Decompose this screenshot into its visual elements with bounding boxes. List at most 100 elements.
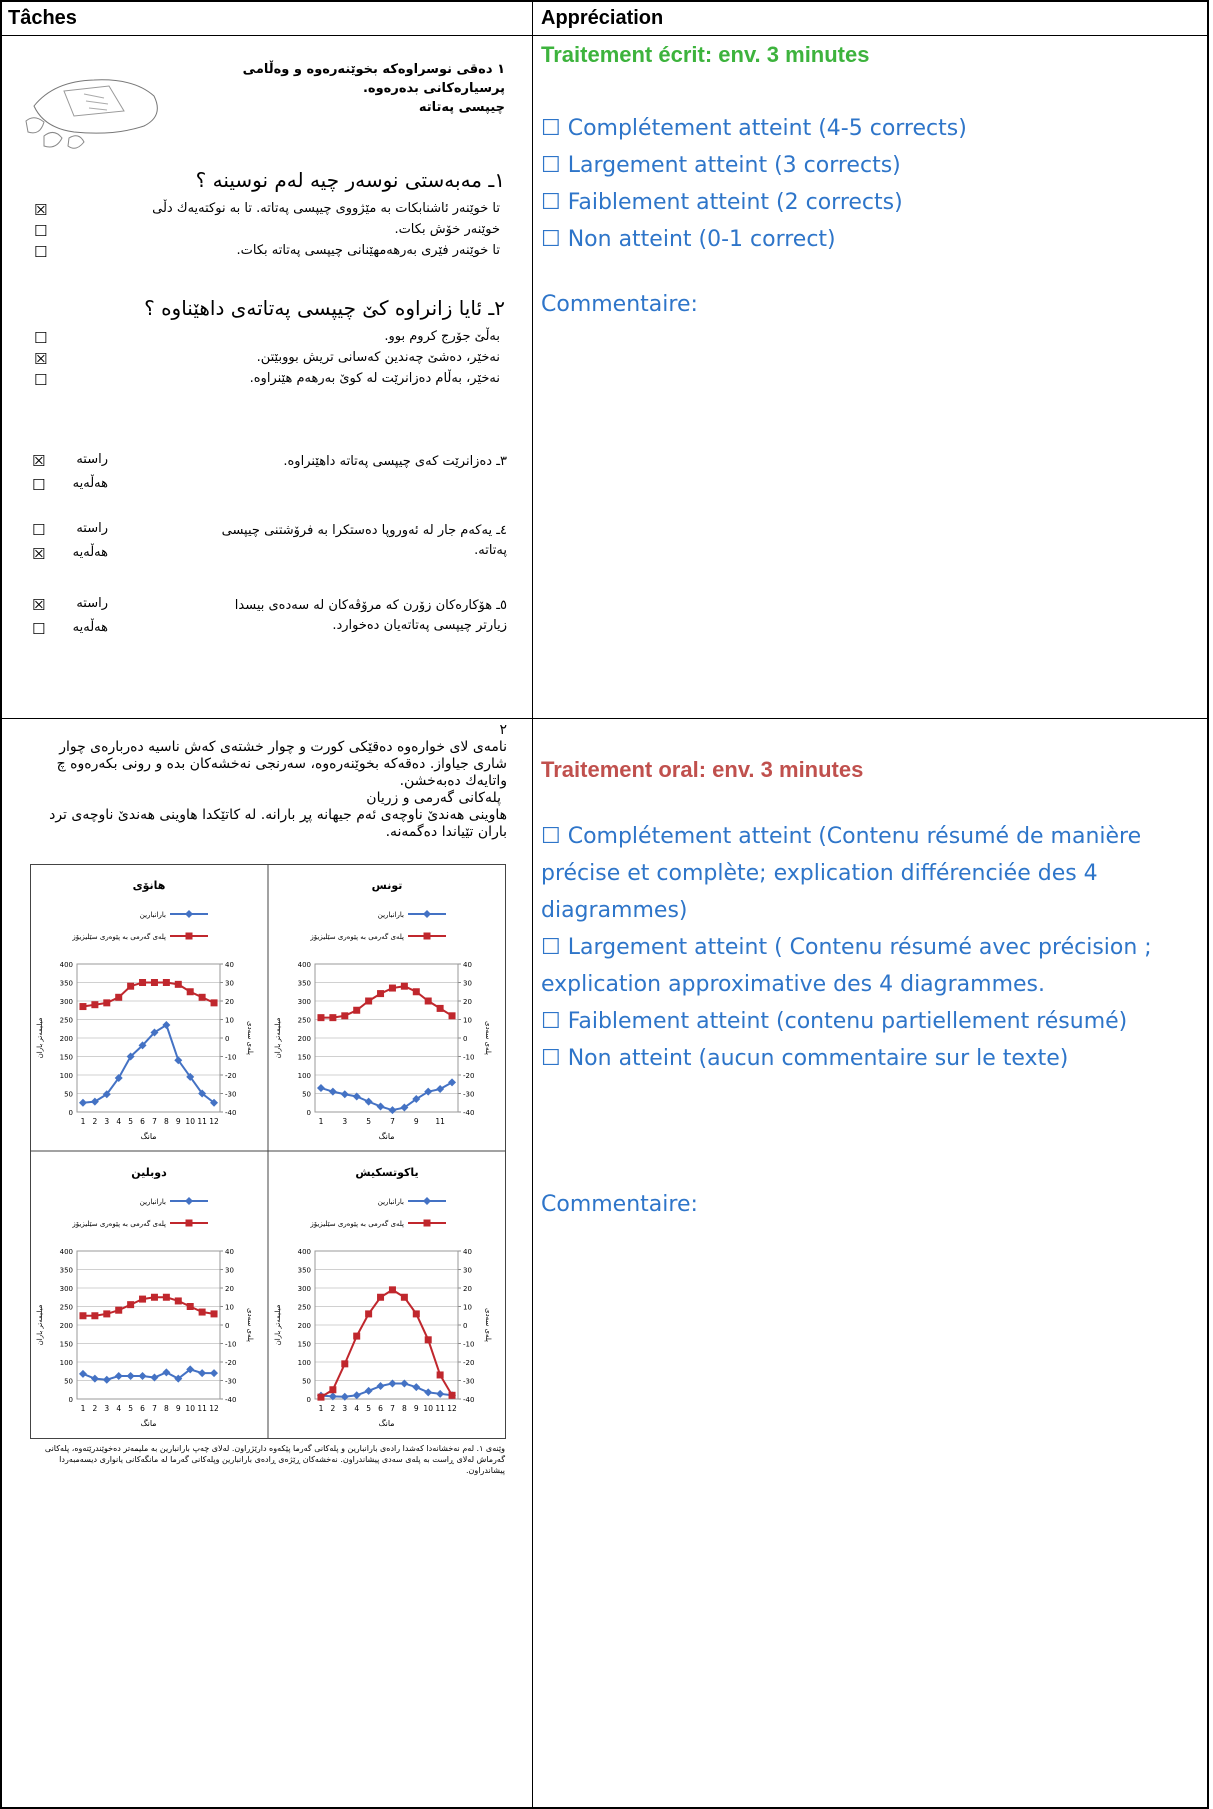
data-point — [91, 1375, 99, 1383]
data-point — [211, 999, 218, 1006]
y-tick-label: 0 — [307, 1109, 311, 1117]
y2-tick-label: 10 — [225, 1017, 234, 1025]
data-point — [353, 1333, 360, 1340]
y-tick-label: 100 — [60, 1072, 73, 1080]
y-tick-label: 300 — [60, 998, 73, 1006]
data-point — [175, 981, 182, 988]
y-axis-title: میلیمەتر باران — [274, 1304, 282, 1345]
y2-tick-label: -40 — [463, 1109, 474, 1117]
y2-axis-title: پلەی سەدی — [246, 1308, 254, 1342]
data-point — [115, 1372, 123, 1380]
y2-tick-label: 40 — [225, 1248, 234, 1256]
checkbox: ☒ — [34, 201, 47, 219]
x-tick-label: 2 — [92, 1404, 97, 1413]
x-tick-label: 12 — [447, 1404, 457, 1413]
x-tick-label: 11 — [197, 1117, 207, 1126]
data-point — [389, 1286, 396, 1293]
x-tick-label: 4 — [116, 1117, 121, 1126]
sketch-image — [14, 66, 172, 158]
statement: ٣ـ دەزانرێت کەی چیپسی پەتاتە داهێنراوە. — [215, 452, 507, 472]
y2-tick-label: 20 — [225, 1285, 234, 1293]
question: ٢ـ ئایا زانراوە کێ چیپسی پەتاتەی داهێناو… — [30, 296, 505, 320]
table-border — [0, 35, 1209, 36]
x-tick-label: 8 — [164, 1404, 169, 1413]
series-line — [321, 1383, 452, 1396]
checkbox: ☒ — [32, 452, 45, 470]
data-point — [449, 1392, 456, 1399]
x-axis-title: مانگ — [378, 1418, 394, 1428]
y-tick-label: 0 — [69, 1396, 73, 1404]
task2-text: ٢ نامەی لای خوارەوە دەقێکی کورت و چوار خ… — [22, 722, 507, 841]
data-point — [353, 1391, 361, 1399]
legend-marker — [423, 910, 431, 918]
answer-label: راستە — [56, 596, 108, 611]
legend-label: پلەی گەرمی بە پێوەری سێلیزیۆز — [309, 932, 404, 941]
data-point — [211, 1310, 218, 1317]
assessment-level: ☐ Non atteint (aucun commentaire sur le … — [541, 1040, 1206, 1077]
legend-marker — [186, 933, 193, 940]
assessment-levels: ☐ Complétement atteint (4-5 corrects)☐ L… — [541, 110, 1201, 258]
x-tick-label: 10 — [185, 1404, 195, 1413]
table-border — [532, 0, 533, 1809]
option-text: نەخێر، دەشێ چەندین کەسانی تریش بووبێتن. — [60, 350, 500, 365]
data-point — [437, 1371, 444, 1378]
x-tick-label: 5 — [366, 1117, 371, 1126]
legend-marker — [424, 933, 431, 940]
x-tick-label: 7 — [390, 1404, 395, 1413]
x-tick-label: 8 — [164, 1117, 169, 1126]
y-tick-label: 100 — [60, 1359, 73, 1367]
y2-tick-label: 20 — [463, 998, 472, 1006]
data-point — [163, 1294, 170, 1301]
y-tick-label: 250 — [60, 1017, 73, 1025]
legend-label: بارانبارین — [378, 911, 404, 919]
statement: ٥ـ هۆکارەکان زۆرن کە مرۆڤەکان لە سەدەی ب… — [215, 596, 507, 636]
x-tick-label: 8 — [402, 1404, 407, 1413]
data-point — [127, 1301, 134, 1308]
data-point — [175, 1297, 182, 1304]
data-point — [329, 1014, 336, 1021]
y-tick-label: 50 — [302, 1378, 311, 1386]
y2-tick-label: 10 — [463, 1017, 472, 1025]
y2-tick-label: 0 — [225, 1322, 229, 1330]
chart-title: تونس — [372, 879, 403, 892]
statement: ٤ـ یەکەم جار لە ئەوروپا دەستکرا بە فرۆشت… — [215, 521, 507, 561]
y2-tick-label: 20 — [463, 1285, 472, 1293]
y2-tick-label: 30 — [463, 1267, 472, 1275]
task-number: ٢ — [22, 722, 507, 739]
x-tick-label: 10 — [185, 1117, 195, 1126]
data-point — [436, 1390, 444, 1398]
x-tick-label: 7 — [152, 1117, 157, 1126]
assessment-level: ☐ Faiblement atteint (2 corrects) — [541, 184, 1201, 221]
x-tick-label: 3 — [104, 1404, 109, 1413]
y2-tick-label: -30 — [225, 1378, 236, 1386]
y-axis-title: میلیمەتر باران — [36, 1304, 44, 1345]
y2-tick-label: 30 — [225, 1267, 234, 1275]
x-tick-label: 11 — [197, 1404, 207, 1413]
option-text: خوێنەر خۆش بکات. — [60, 222, 500, 237]
y2-tick-label: 30 — [463, 980, 472, 988]
checkbox: ☒ — [34, 350, 47, 368]
assessment-levels: ☐ Complétement atteint (Contenu résumé d… — [541, 818, 1206, 1077]
assessment-level: ☐ Complétement atteint (Contenu résumé d… — [541, 818, 1206, 929]
y2-axis-title: پلەی سەدی — [484, 1021, 492, 1055]
page: Tâches Appréciation ١ دەقی نوسراوەکە بخو… — [0, 0, 1213, 1809]
answer-label: هەڵەیە — [56, 620, 108, 635]
data-point — [79, 1099, 87, 1107]
y2-axis-title: پلەی سەدی — [484, 1308, 492, 1342]
data-point — [198, 1369, 206, 1377]
data-point — [103, 1310, 110, 1317]
x-tick-label: 9 — [176, 1404, 181, 1413]
data-point — [329, 1386, 336, 1393]
x-axis-title: مانگ — [378, 1131, 394, 1141]
data-point — [199, 1309, 206, 1316]
y-tick-label: 400 — [60, 1248, 73, 1256]
data-point — [187, 988, 194, 995]
x-tick-label: 3 — [342, 1404, 347, 1413]
assessment-level: ☐ Largement atteint (3 corrects) — [541, 147, 1201, 184]
x-tick-label: 9 — [414, 1404, 419, 1413]
data-point — [91, 1001, 98, 1008]
x-tick-label: 1 — [81, 1404, 86, 1413]
data-point — [412, 1383, 420, 1391]
answer-label: هەڵەیە — [56, 545, 108, 560]
legend-marker — [185, 910, 193, 918]
